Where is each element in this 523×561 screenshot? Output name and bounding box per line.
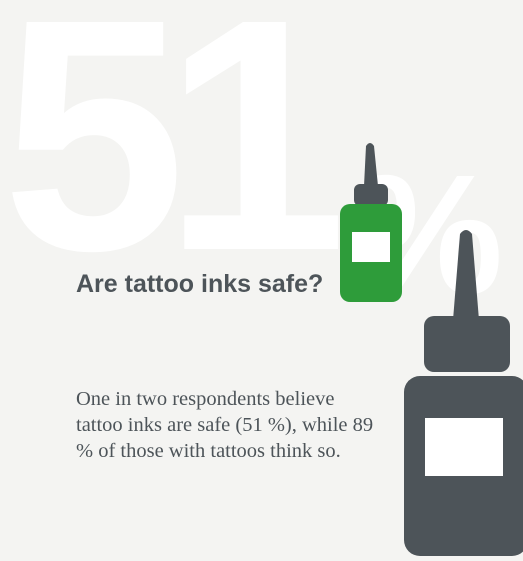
body-paragraph: One in two respondents believe tattoo in… [76, 388, 374, 462]
watermark-number: 51 [2, 0, 347, 319]
headline-title: Are tattoo inks safe? [76, 270, 324, 298]
small-green-ink-bottle-icon [340, 143, 402, 302]
large-dark-ink-bottle-icon [404, 230, 523, 556]
